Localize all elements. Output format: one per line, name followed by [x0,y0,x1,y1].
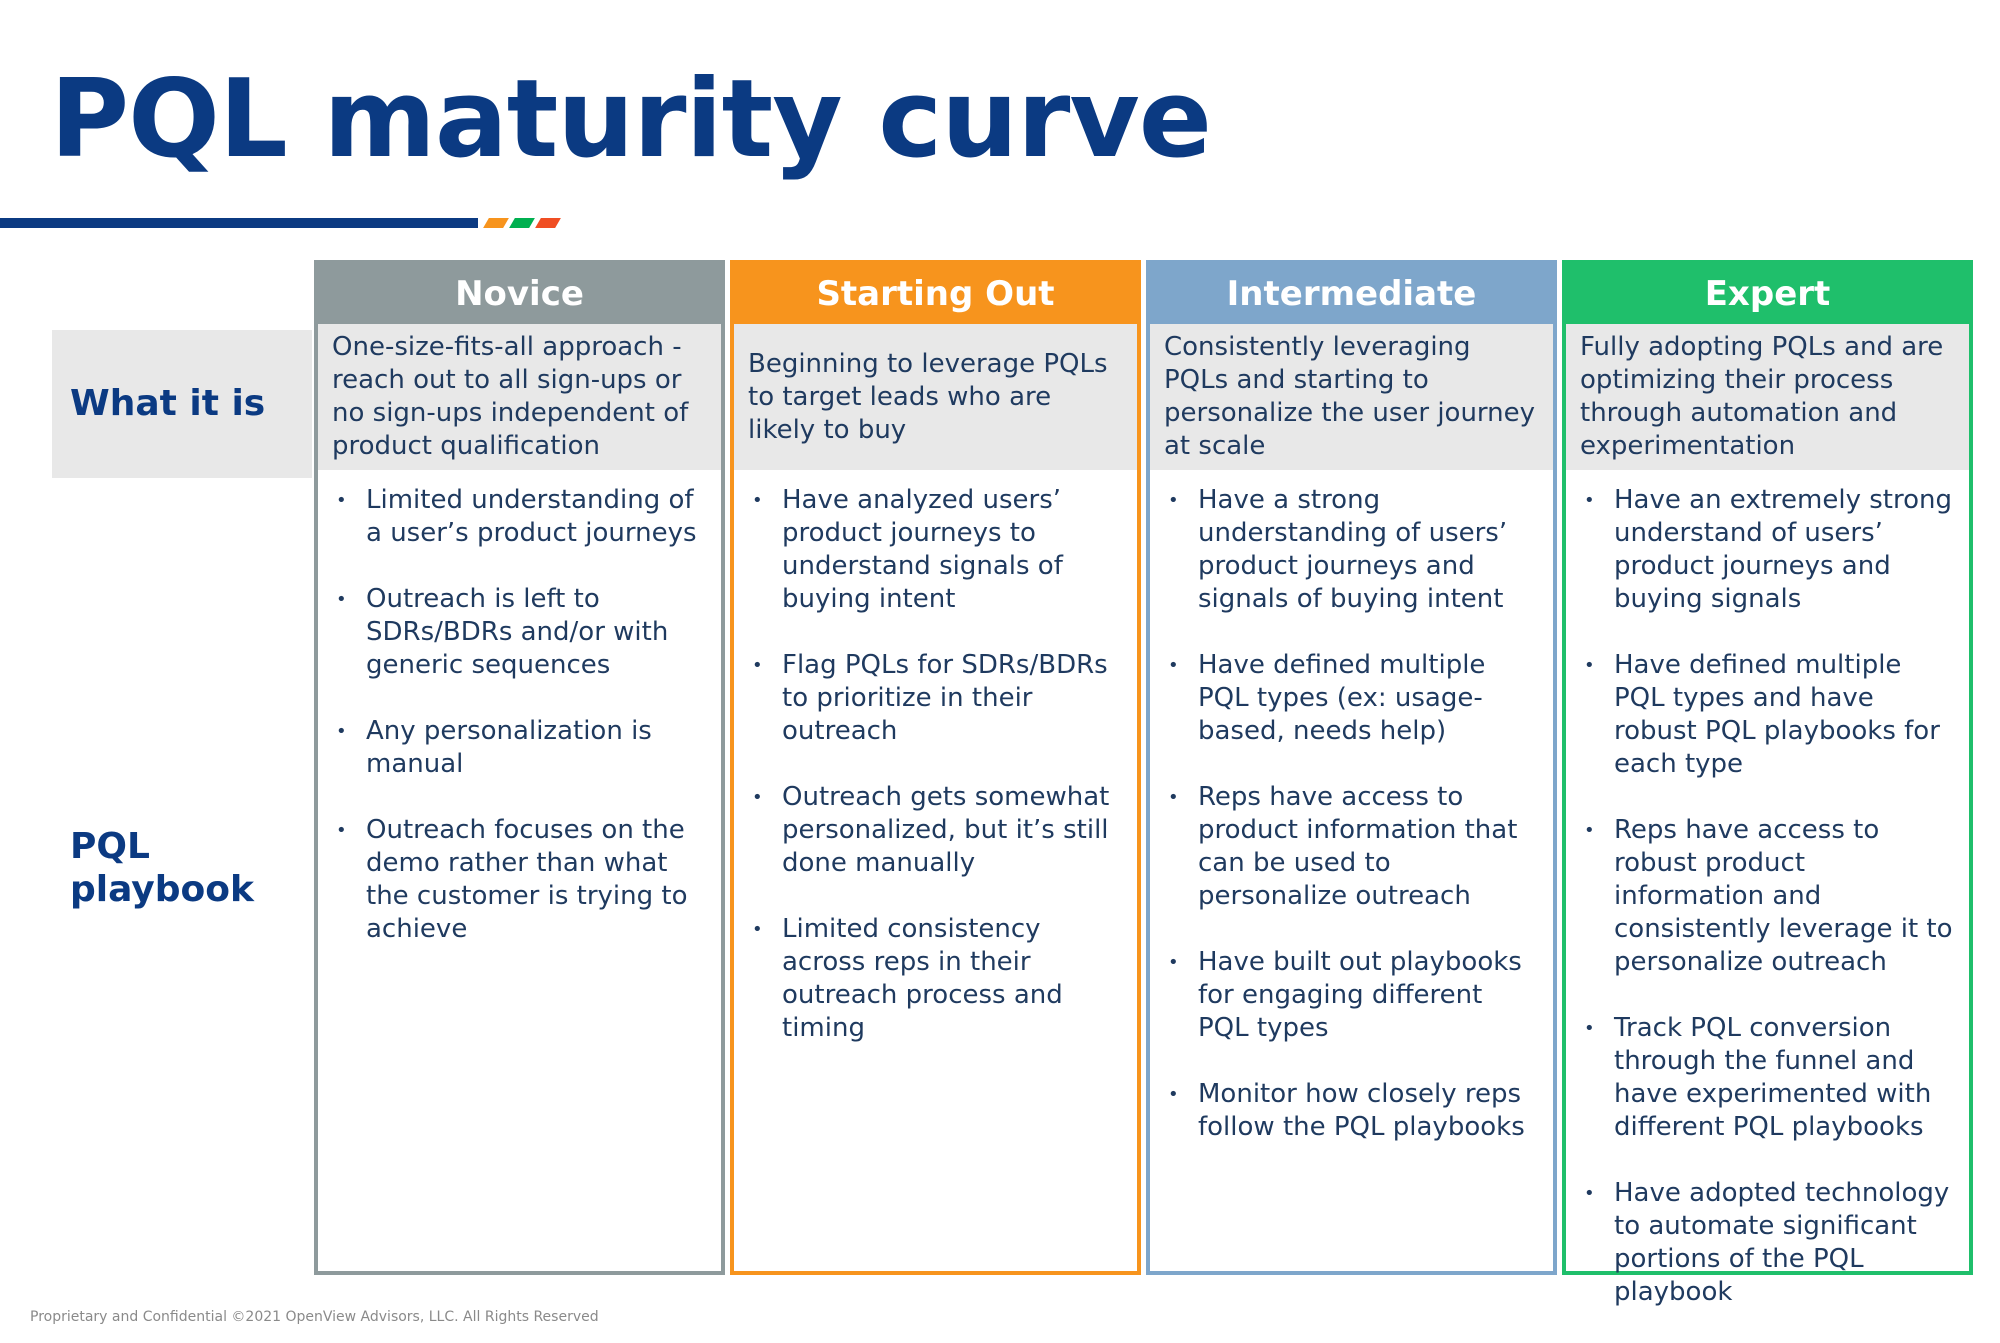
list-item: Track PQL conversion through the funnel … [1580,1012,1957,1144]
page-title: PQL maturity curve [50,57,1212,182]
list-item: Have analyzed users’ product journeys to… [748,484,1125,616]
accent-stripe-red [535,218,561,228]
title-underline [0,218,478,228]
playbook-list-novice: Limited understanding of a user’s produc… [318,470,721,946]
list-item: Reps have access to robust product infor… [1580,814,1957,979]
what-it-is-text: Consistently leveraging PQLs and startin… [1164,332,1536,461]
list-item: Reps have access to product information … [1164,781,1541,913]
column-expert: Expert Fully adopting PQLs and are optim… [1562,260,1973,1307]
list-item: Have an extremely strong understand of u… [1580,484,1957,616]
list-item: Outreach focuses on the demo rather than… [332,814,709,946]
what-it-is-intermediate: Consistently leveraging PQLs and startin… [1150,324,1553,470]
playbook-list-expert: Have an extremely strong understand of u… [1566,470,1969,1309]
list-item: Have built out playbooks for engaging di… [1164,946,1541,1045]
accent-stripe-green [509,218,535,228]
what-it-is-expert: Fully adopting PQLs and are optimizing t… [1566,324,1969,470]
column-novice: Novice One-size-fits-all approach - reac… [314,260,725,1275]
row-label-what-it-is-text: What it is [70,383,266,425]
list-item: Limited understanding of a user’s produc… [332,484,709,550]
list-item: Limited consistency across reps in their… [748,913,1125,1045]
row-label-pql-playbook: PQL playbook [70,826,254,911]
list-item: Outreach is left to SDRs/BDRs and/or wit… [332,583,709,682]
column-header-novice: Novice [318,264,721,324]
list-item: Have adopted technology to automate sign… [1580,1177,1957,1309]
list-item: Outreach gets somewhat personalized, but… [748,781,1125,880]
playbook-list-starting-out: Have analyzed users’ product journeys to… [734,470,1137,1045]
list-item: Monitor how closely reps follow the PQL … [1164,1078,1541,1144]
list-item: Have a strong understanding of users’ pr… [1164,484,1541,616]
what-it-is-text: Beginning to leverage PQLs to target lea… [748,348,1108,445]
column-header-starting-out: Starting Out [734,264,1137,324]
what-it-is-starting-out: Beginning to leverage PQLs to target lea… [734,324,1137,470]
column-header-expert: Expert [1566,264,1969,324]
column-header-intermediate: Intermediate [1150,264,1553,324]
accent-stripe-orange [483,218,509,228]
what-it-is-text: One-size-fits-all approach - reach out t… [332,332,689,461]
list-item: Flag PQLs for SDRs/BDRs to prioritize in… [748,649,1125,748]
what-it-is-text: Fully adopting PQLs and are optimizing t… [1580,332,1944,461]
row-label-what-it-is: What it is [52,330,312,478]
footer-copyright: Proprietary and Confidential ©2021 OpenV… [30,1309,599,1325]
list-item: Have defined multiple PQL types and have… [1580,649,1957,781]
column-starting-out: Starting Out Beginning to leverage PQLs … [730,260,1141,1275]
what-it-is-novice: One-size-fits-all approach - reach out t… [318,324,721,470]
column-intermediate: Intermediate Consistently leveraging PQL… [1146,260,1557,1275]
playbook-list-intermediate: Have a strong understanding of users’ pr… [1150,470,1553,1144]
list-item: Any personalization is manual [332,715,709,781]
list-item: Have defined multiple PQL types (ex: usa… [1164,649,1541,748]
